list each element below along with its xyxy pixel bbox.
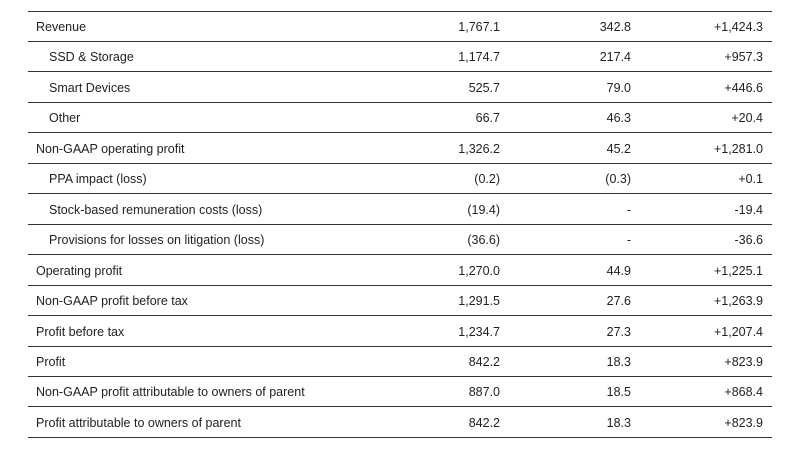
cell-value: +1,424.3 — [713, 20, 763, 34]
table-row: Profit 842.2 18.3 +823.9 — [28, 347, 772, 377]
cell-value: 1,767.1 — [458, 20, 500, 34]
cell-value: (0.3) — [605, 172, 631, 187]
cell-value: 525.7 — [468, 80, 500, 95]
cell-value: +823.9 — [724, 354, 763, 369]
cell-value: +0.1 — [738, 172, 763, 187]
table-row: Other 66.7 46.3 +20.4 — [28, 103, 772, 134]
cell-value: 1,234.7 — [458, 324, 500, 339]
table-row: Provisions for losses on litigation (los… — [28, 225, 772, 256]
cell-value: 18.3 — [606, 354, 631, 369]
cell-value: 842.2 — [468, 354, 500, 369]
cell-value: -19.4 — [734, 202, 764, 217]
cell-value: (19.4) — [467, 202, 500, 217]
cell-value: 66.7 — [475, 111, 500, 126]
row-label: Stock-based remuneration costs (loss) — [49, 202, 263, 217]
cell-value: 45.2 — [606, 141, 631, 156]
cell-value: 887.0 — [468, 385, 500, 400]
row-label: Profit before tax — [36, 324, 125, 339]
row-label: Non-GAAP operating profit — [36, 141, 185, 156]
cell-value: - — [626, 233, 631, 248]
row-label: Non-GAAP profit attributable to owners o… — [36, 385, 305, 400]
row-label: Other — [49, 111, 81, 126]
cell-value: 342.8 — [599, 20, 631, 34]
cell-value: 27.6 — [606, 294, 631, 309]
cell-value: +868.4 — [724, 385, 763, 400]
cell-value: 217.4 — [599, 50, 631, 65]
table-row: Non-GAAP profit attributable to owners o… — [28, 377, 772, 408]
cell-value: - — [626, 202, 631, 217]
cell-value: 1,291.5 — [458, 294, 500, 309]
cell-value: 1,326.2 — [458, 141, 500, 156]
table-row: Stock-based remuneration costs (loss) (19… — [28, 195, 772, 225]
cell-value: (36.6) — [467, 233, 500, 248]
cell-value: +1,225.1 — [713, 263, 763, 278]
row-label: Revenue — [36, 20, 87, 34]
cell-value: 46.3 — [606, 111, 631, 126]
table-row: SSD & Storage 1,174.7 217.4 +957.3 — [28, 42, 772, 73]
cell-value: +823.9 — [724, 415, 763, 430]
table-rule — [28, 11, 772, 12]
cell-value: (0.2) — [474, 172, 500, 187]
cell-value: 1,270.0 — [458, 263, 500, 278]
table-row: Operating profit 1,270.0 44.9 +1,225.1 — [28, 256, 772, 286]
cell-value: +957.3 — [724, 50, 763, 65]
row-label: PPA impact (loss) — [49, 172, 147, 187]
cell-value: +446.6 — [724, 80, 763, 95]
row-label: Profit attributable to owners of parent — [36, 415, 241, 430]
table-row: Non-GAAP profit before tax 1,291.5 27.6 +1,… — [28, 286, 772, 317]
table-row: Revenue 1,767.1 342.8 +1,424.3 — [28, 12, 772, 42]
cell-value: +20.4 — [731, 111, 763, 126]
cell-value: 44.9 — [606, 263, 631, 278]
cell-value: +1,207.4 — [713, 324, 763, 339]
row-label: Smart Devices — [49, 80, 131, 95]
cell-value: -36.6 — [734, 233, 764, 248]
cell-value: 1,174.7 — [458, 50, 500, 65]
cell-value: +1,263.9 — [713, 294, 763, 309]
cell-value: 27.3 — [606, 324, 631, 339]
table-row: Profit before tax 1,234.7 27.3 +1,207.4 — [28, 317, 772, 347]
row-label: Profit — [36, 354, 66, 369]
cell-value: 79.0 — [606, 80, 631, 95]
row-label: SSD & Storage — [49, 50, 134, 65]
cell-value: 18.3 — [606, 415, 631, 430]
table-row: PPA impact (loss) (0.2) (0.3) +0.1 — [28, 164, 772, 195]
row-label: Non-GAAP profit before tax — [36, 294, 188, 309]
table-row: Non-GAAP operating profit 1,326.2 45.2 +1,2… — [28, 134, 772, 164]
row-label: Operating profit — [36, 263, 123, 278]
cell-value: +1,281.0 — [713, 141, 763, 156]
table-row: Smart Devices 525.7 79.0 +446.6 — [28, 73, 772, 103]
cell-value: 18.5 — [606, 385, 631, 400]
row-label: Provisions for losses on litigation (los… — [49, 233, 265, 248]
cell-value: 842.2 — [468, 415, 500, 430]
table-row: Profit attributable to owners of parent 8… — [28, 408, 772, 438]
